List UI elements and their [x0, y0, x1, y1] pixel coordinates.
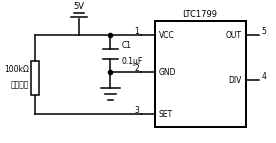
- Text: 1: 1: [134, 27, 139, 36]
- Text: LTC1799: LTC1799: [183, 10, 217, 19]
- Text: OUT: OUT: [226, 31, 242, 40]
- Text: 3: 3: [134, 106, 139, 115]
- Text: DIV: DIV: [228, 76, 242, 85]
- Text: 5: 5: [261, 27, 266, 36]
- Text: 5V: 5V: [74, 2, 85, 11]
- Text: 0.1μF: 0.1μF: [121, 57, 142, 66]
- Text: 2: 2: [134, 64, 139, 73]
- Bar: [155, 21, 246, 127]
- Text: 热敏电阵: 热敏电阵: [11, 81, 29, 90]
- Bar: [31, 61, 39, 95]
- Text: 4: 4: [261, 72, 266, 81]
- Text: SET: SET: [158, 110, 172, 119]
- Text: 100kΩ: 100kΩ: [4, 65, 29, 74]
- Text: VCC: VCC: [158, 31, 174, 40]
- Text: GND: GND: [158, 68, 176, 77]
- Text: C1: C1: [121, 41, 131, 50]
